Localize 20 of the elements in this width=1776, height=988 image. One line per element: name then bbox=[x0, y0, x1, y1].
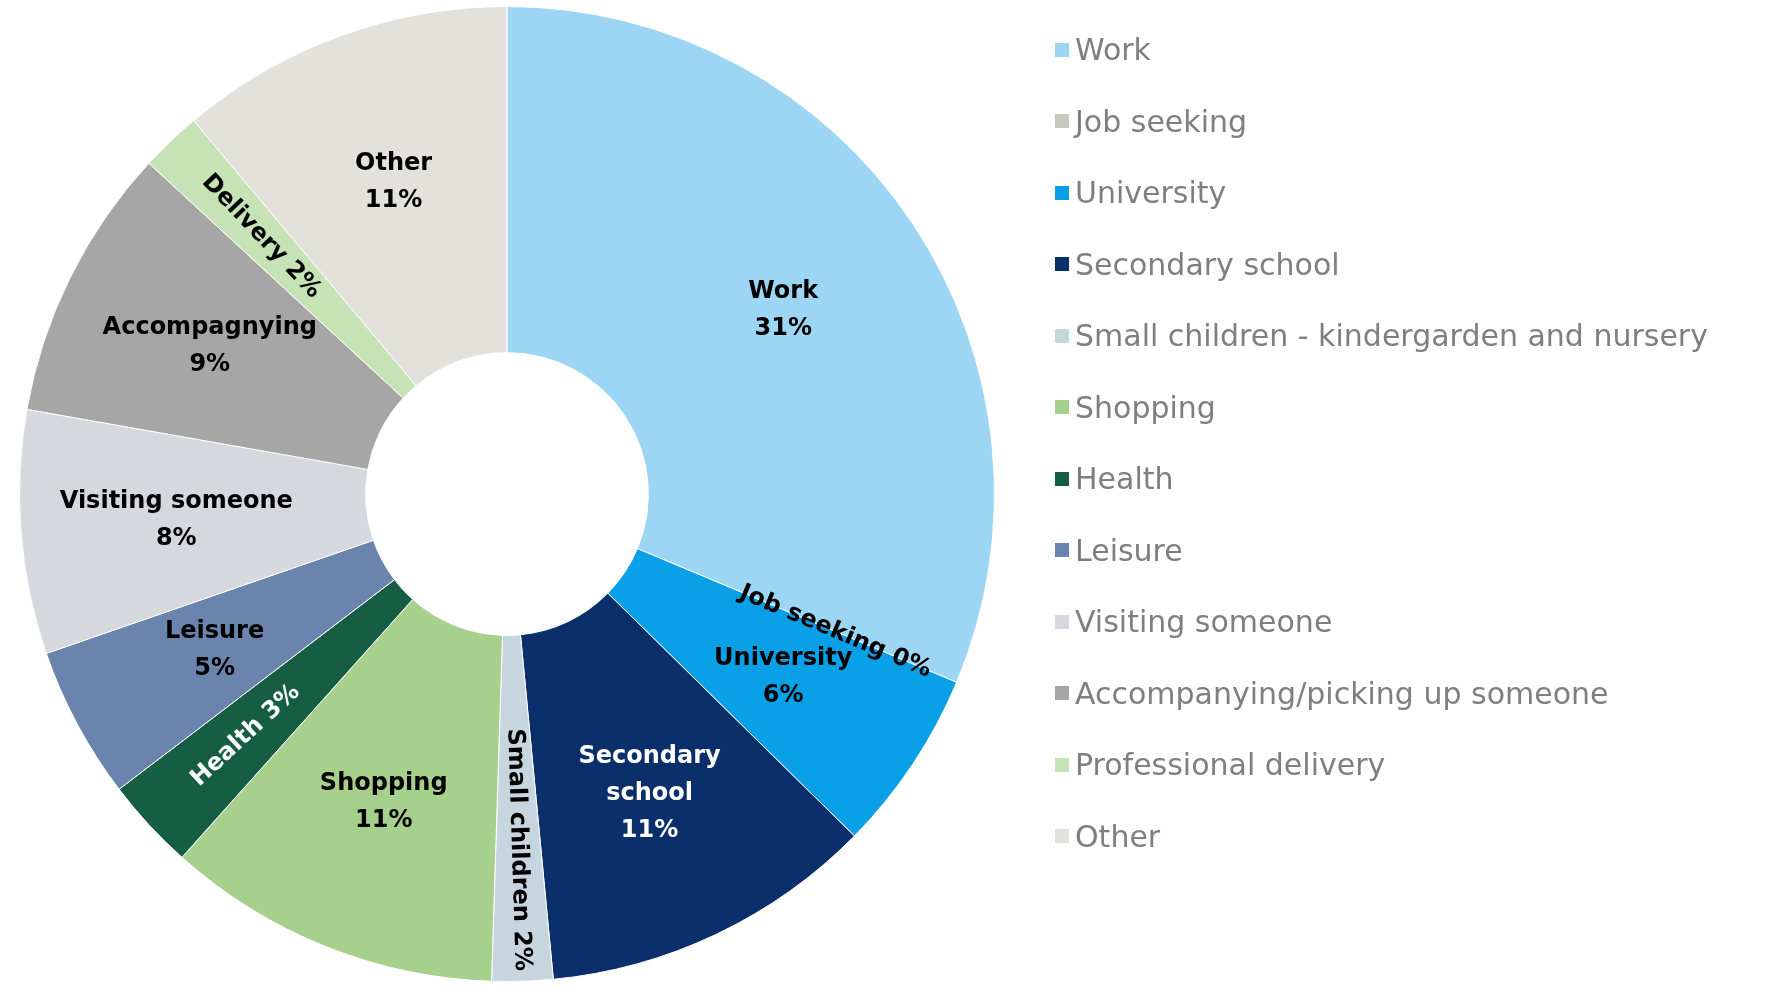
legend-label: Secondary school bbox=[1075, 246, 1340, 282]
legend-label: Health bbox=[1075, 461, 1174, 497]
data-label: Work 31% bbox=[748, 275, 820, 341]
legend-label: Job seeking bbox=[1075, 103, 1248, 139]
legend-label: Small children - kindergarden and nursery bbox=[1075, 318, 1708, 354]
data-label: Other 11% bbox=[355, 148, 433, 213]
legend-label: Visiting someone bbox=[1075, 604, 1333, 640]
legend-label: Accompanying/picking up someone bbox=[1075, 675, 1609, 711]
legend-label: Leisure bbox=[1075, 532, 1183, 568]
legend-label: Shopping bbox=[1075, 389, 1216, 425]
legend-label: University bbox=[1075, 175, 1227, 211]
legend-label: Professional delivery bbox=[1075, 747, 1386, 783]
data-label: Small children 2% bbox=[502, 728, 538, 972]
data-label: Secondary school 11% bbox=[578, 740, 722, 843]
data-label: Accompagnying 9% bbox=[102, 312, 317, 378]
data-label: Visiting someone 8% bbox=[59, 486, 293, 552]
data-label: Shopping 11% bbox=[319, 767, 448, 833]
data-label: Leisure 5% bbox=[164, 616, 265, 682]
legend-label: Other bbox=[1075, 818, 1161, 854]
legend-label: Work bbox=[1075, 32, 1151, 68]
